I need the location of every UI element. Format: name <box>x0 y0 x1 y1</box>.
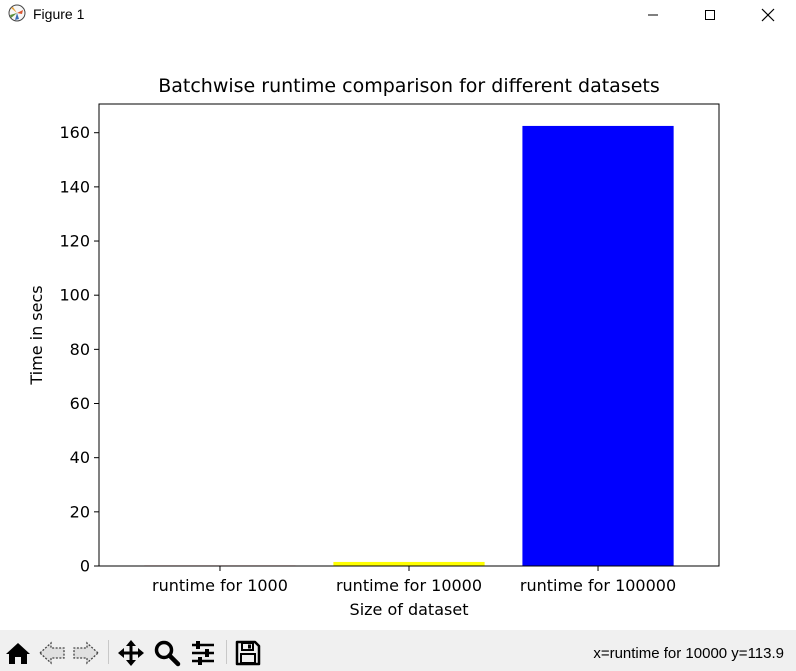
y-tick-label: 40 <box>70 448 90 467</box>
bar <box>333 561 485 566</box>
chart-title: Batchwise runtime comparison for differe… <box>158 75 660 97</box>
forward-button[interactable] <box>71 638 101 668</box>
y-tick-label: 20 <box>70 502 90 521</box>
y-tick-label: 80 <box>70 340 90 359</box>
y-tick-label: 0 <box>80 557 90 576</box>
close-icon <box>761 8 775 22</box>
x-tick-label: runtime for 10000 <box>336 576 482 595</box>
cursor-coordinates: x=runtime for 10000 y=113.9 <box>593 645 784 662</box>
x-axis-label: Size of dataset <box>350 600 469 619</box>
back-button[interactable] <box>37 638 67 668</box>
maximize-icon <box>705 10 715 20</box>
x-tick-label: runtime for 1000 <box>152 576 288 595</box>
zoom-icon <box>154 640 181 667</box>
save-button[interactable] <box>233 638 263 668</box>
zoom-button[interactable] <box>152 638 182 668</box>
minimize-button[interactable] <box>630 0 676 30</box>
bar <box>522 125 674 567</box>
configure-icon <box>192 641 214 665</box>
pan-icon <box>118 640 144 666</box>
bar-chart: Batchwise runtime comparison for differe… <box>27 75 720 619</box>
forward-icon <box>73 641 99 665</box>
save-icon <box>235 640 261 666</box>
pan-button[interactable] <box>116 638 146 668</box>
title-bar: Figure 1 <box>0 0 796 30</box>
close-button[interactable] <box>745 0 791 30</box>
figure-canvas[interactable]: Batchwise runtime comparison for differe… <box>0 30 796 630</box>
y-axis-label: Time in secs <box>27 285 46 385</box>
y-tick-label: 100 <box>59 286 90 305</box>
minimize-icon <box>648 14 658 16</box>
plot-frame <box>98 103 720 567</box>
matplotlib-icon <box>8 4 26 22</box>
home-button[interactable] <box>3 638 33 668</box>
toolbar-separator <box>226 640 227 664</box>
navigation-toolbar: x=runtime for 10000 y=113.9 <box>0 630 796 671</box>
toolbar-separator <box>108 640 109 664</box>
home-icon <box>6 643 30 664</box>
x-tick-label: runtime for 100000 <box>520 576 676 595</box>
configure-button[interactable] <box>188 638 218 668</box>
maximize-button[interactable] <box>687 0 733 30</box>
y-tick-label: 60 <box>70 394 90 413</box>
y-tick-label: 120 <box>59 232 90 251</box>
y-tick-label: 140 <box>59 177 90 196</box>
back-icon <box>39 641 65 665</box>
y-tick-label: 160 <box>59 123 90 142</box>
window-title: Figure 1 <box>33 6 85 22</box>
